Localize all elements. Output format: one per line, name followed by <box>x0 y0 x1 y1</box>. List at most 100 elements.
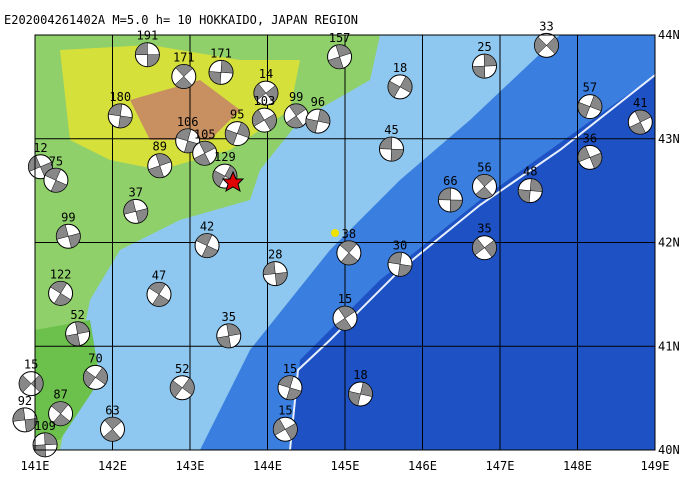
depth-label: 18 <box>393 61 407 75</box>
compression <box>123 199 148 224</box>
compression <box>208 60 234 85</box>
beachball: 18 <box>387 61 413 100</box>
lat-label: 41N <box>658 339 680 353</box>
beachball: 25 <box>472 40 497 79</box>
compression <box>18 374 44 393</box>
depth-label: 15 <box>338 292 352 306</box>
beachball: 157 <box>327 31 353 70</box>
depth-label: 105 <box>194 127 216 141</box>
depth-label: 56 <box>477 160 491 174</box>
depth-label: 36 <box>583 131 597 145</box>
compression <box>174 64 193 89</box>
depth-label: 28 <box>268 248 282 262</box>
depth-label: 35 <box>477 222 491 236</box>
lon-label: 144E <box>253 459 282 473</box>
compression <box>108 103 133 129</box>
depth-label: 99 <box>61 210 75 224</box>
compression <box>472 53 497 79</box>
compression <box>577 145 603 169</box>
compression <box>44 168 68 193</box>
beachball: 42 <box>194 220 220 259</box>
depth-label: 87 <box>53 388 67 402</box>
compression <box>51 401 71 426</box>
compression <box>263 261 288 286</box>
beachball: 106 <box>175 115 201 154</box>
title: E202004261402A M=5.0 h= 10 HOKKAIDO, JAP… <box>4 13 358 27</box>
depth-label: 15 <box>283 362 297 376</box>
compression <box>56 224 81 249</box>
depth-label: 57 <box>583 81 597 95</box>
compression <box>305 109 331 134</box>
station <box>331 229 339 237</box>
beachball: 99 <box>283 90 309 129</box>
depth-label: 47 <box>152 268 166 282</box>
depth-label: 96 <box>311 95 325 109</box>
beachball: 14 <box>253 67 279 106</box>
beachball: 66 <box>437 174 463 213</box>
compression <box>195 233 219 258</box>
compression <box>334 306 356 331</box>
depth-label: 33 <box>539 19 553 33</box>
depth-label: 129 <box>214 150 236 164</box>
lon-label: 142E <box>98 459 127 473</box>
beachball: 103 <box>251 94 277 133</box>
depth-label: 109 <box>34 419 56 433</box>
beachball: 15 <box>18 358 44 397</box>
frame <box>34 34 656 451</box>
beachball: 109 <box>32 419 58 458</box>
compression <box>629 109 652 135</box>
depth-label: 25 <box>477 40 491 54</box>
beachball: 191 <box>134 29 160 68</box>
compression <box>193 141 216 166</box>
compression <box>148 153 172 178</box>
beachball: 15 <box>272 403 298 442</box>
beachball: 95 <box>224 108 250 147</box>
depth-label: 92 <box>18 394 32 408</box>
compression <box>170 377 195 398</box>
depth-label: 70 <box>88 351 102 365</box>
beachball: 105 <box>192 127 218 166</box>
depth-label: 89 <box>153 140 167 154</box>
beachball: 41 <box>627 96 653 135</box>
compression <box>518 178 543 203</box>
beachball: 33 <box>534 19 559 58</box>
beachball: 171 <box>171 51 197 89</box>
compression <box>32 432 58 458</box>
depth-label: 18 <box>353 368 367 382</box>
lon-label: 145E <box>331 459 360 473</box>
depth-label: 12 <box>33 141 47 155</box>
compression <box>225 121 250 146</box>
lon-label: 148E <box>563 459 592 473</box>
beachball: 45 <box>379 123 404 162</box>
depth-label: 52 <box>175 362 189 376</box>
beachball: 99 <box>55 210 81 249</box>
lon-label: 146E <box>408 459 437 473</box>
depth-label: 48 <box>523 165 537 179</box>
beachball: 92 <box>12 394 38 433</box>
lon-label: 149E <box>641 459 670 473</box>
compression <box>278 375 302 400</box>
lat-label: 42N <box>658 236 680 250</box>
beachball: 171 <box>208 46 234 85</box>
depth-label: 30 <box>393 238 407 252</box>
beachball: 28 <box>262 248 288 287</box>
beachball: 15 <box>277 362 303 401</box>
depth-label: 35 <box>222 310 236 324</box>
depth-label: 122 <box>50 267 72 281</box>
depth-label: 45 <box>384 123 398 137</box>
compression <box>472 237 497 258</box>
beachball: 87 <box>48 388 74 427</box>
depth-label: 37 <box>129 185 143 199</box>
depth-label: 15 <box>278 403 292 417</box>
compression <box>438 187 463 213</box>
compression <box>103 417 122 442</box>
beachball: 15 <box>332 292 358 331</box>
lon-label: 141E <box>21 459 50 473</box>
lat-label: 43N <box>658 132 680 146</box>
beachball: 18 <box>348 368 373 407</box>
beachball: 37 <box>123 185 149 224</box>
depth-label: 99 <box>289 90 303 104</box>
lat-label: 44N <box>658 28 680 42</box>
compression <box>83 367 108 388</box>
